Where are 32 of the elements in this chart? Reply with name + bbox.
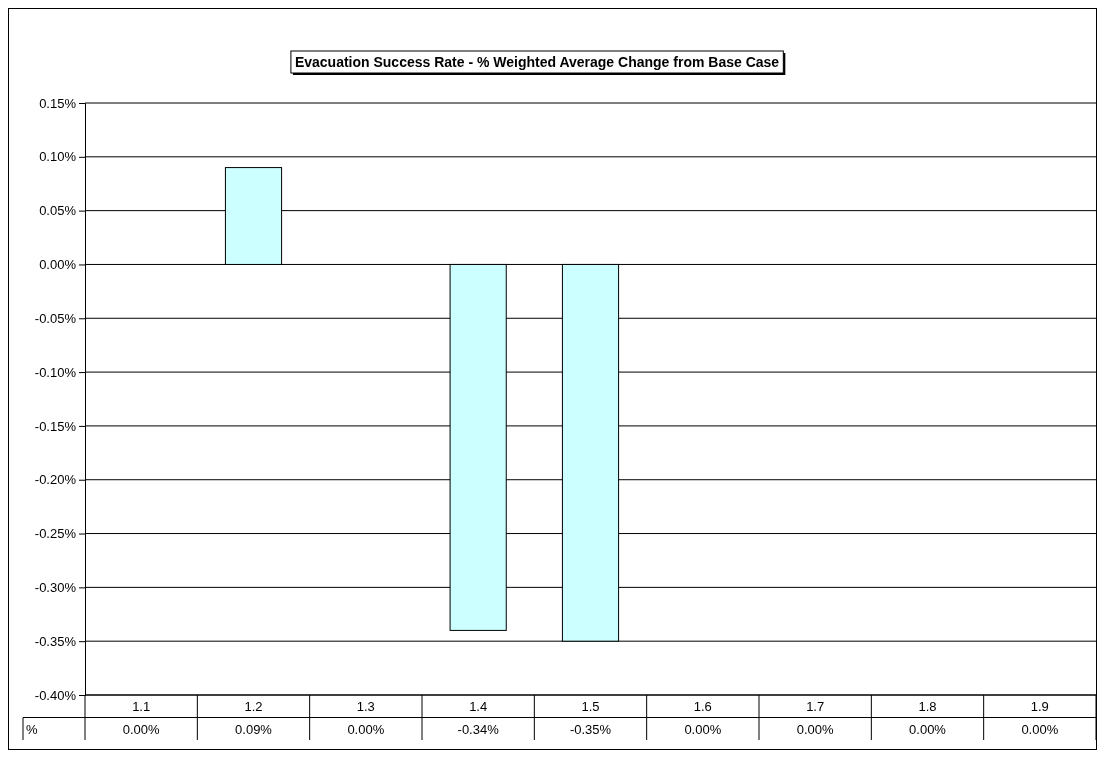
y-tick-label: -0.05%	[34, 310, 77, 326]
legend-label: %	[26, 721, 38, 737]
y-tick-label: -0.30%	[34, 580, 77, 596]
data-label: 0.00%	[909, 721, 947, 737]
x-tick-label: 1.9	[1030, 699, 1049, 714]
y-tick-label: -0.40%	[34, 687, 77, 703]
x-tick-label: 1.3	[356, 699, 375, 714]
y-tick-label: -0.10%	[34, 364, 77, 380]
data-label: 0.00%	[122, 721, 161, 737]
data-label: 0.09%	[235, 721, 273, 737]
x-tick-label: 1.6	[693, 699, 712, 714]
y-tick-label: -0.15%	[34, 418, 77, 434]
x-tick-label: 1.8	[918, 699, 937, 714]
x-tick-label: 1.2	[244, 699, 263, 714]
chart-title: Evacuation Success Rate - % Weighted Average Change from Base Case	[294, 54, 780, 70]
data-label: 0.00%	[796, 721, 835, 737]
x-tick-label: 1.5	[581, 699, 600, 714]
data-label: -0.35%	[569, 721, 612, 737]
y-tick-label: 0.00%	[39, 257, 77, 273]
data-label: 0.00%	[1021, 721, 1059, 737]
x-tick-label: 1.4	[469, 699, 488, 714]
data-label: -0.34%	[457, 721, 500, 737]
x-tick-label: 1.1	[132, 699, 151, 714]
data-label: 0.00%	[347, 721, 385, 737]
x-tick-label: 1.7	[806, 699, 825, 714]
y-tick-label: 0.05%	[39, 203, 77, 219]
y-tick-label: 0.10%	[39, 149, 77, 165]
y-tick-label: -0.20%	[34, 472, 77, 488]
y-tick-label: 0.15%	[39, 95, 77, 111]
data-label: 0.00%	[684, 721, 722, 737]
y-tick-label: -0.25%	[34, 526, 77, 542]
y-tick-label: -0.35%	[34, 633, 77, 649]
